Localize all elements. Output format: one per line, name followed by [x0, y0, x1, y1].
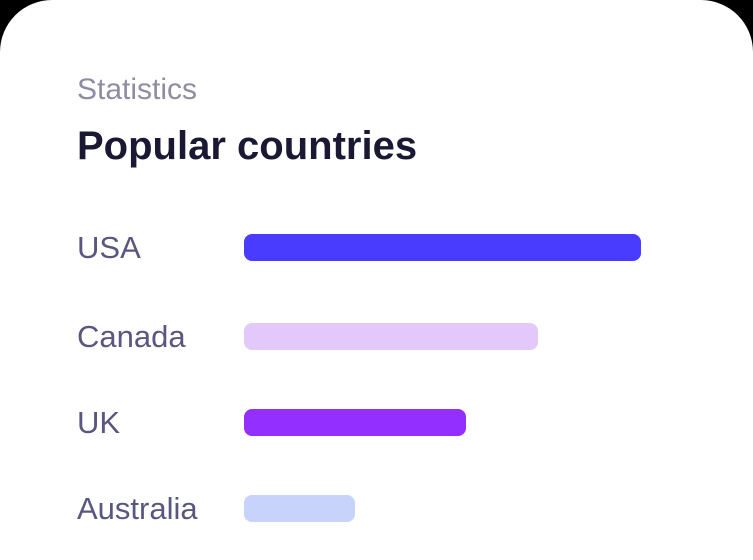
country-bar-uk [244, 409, 466, 436]
country-label: UK [77, 405, 121, 440]
card-title: Popular countries [77, 124, 418, 168]
country-row-australia: Australia [0, 487, 753, 531]
country-row-canada: Canada [0, 315, 753, 359]
country-bar-usa [244, 234, 641, 261]
country-bar-canada [244, 323, 538, 350]
country-row-usa: USA [0, 226, 753, 270]
card-eyebrow: Statistics [77, 73, 198, 106]
country-label: Australia [77, 491, 198, 526]
country-label: USA [77, 230, 141, 265]
country-label: Canada [77, 319, 186, 354]
country-bar-australia [244, 495, 355, 522]
country-row-uk: UK [0, 401, 753, 445]
